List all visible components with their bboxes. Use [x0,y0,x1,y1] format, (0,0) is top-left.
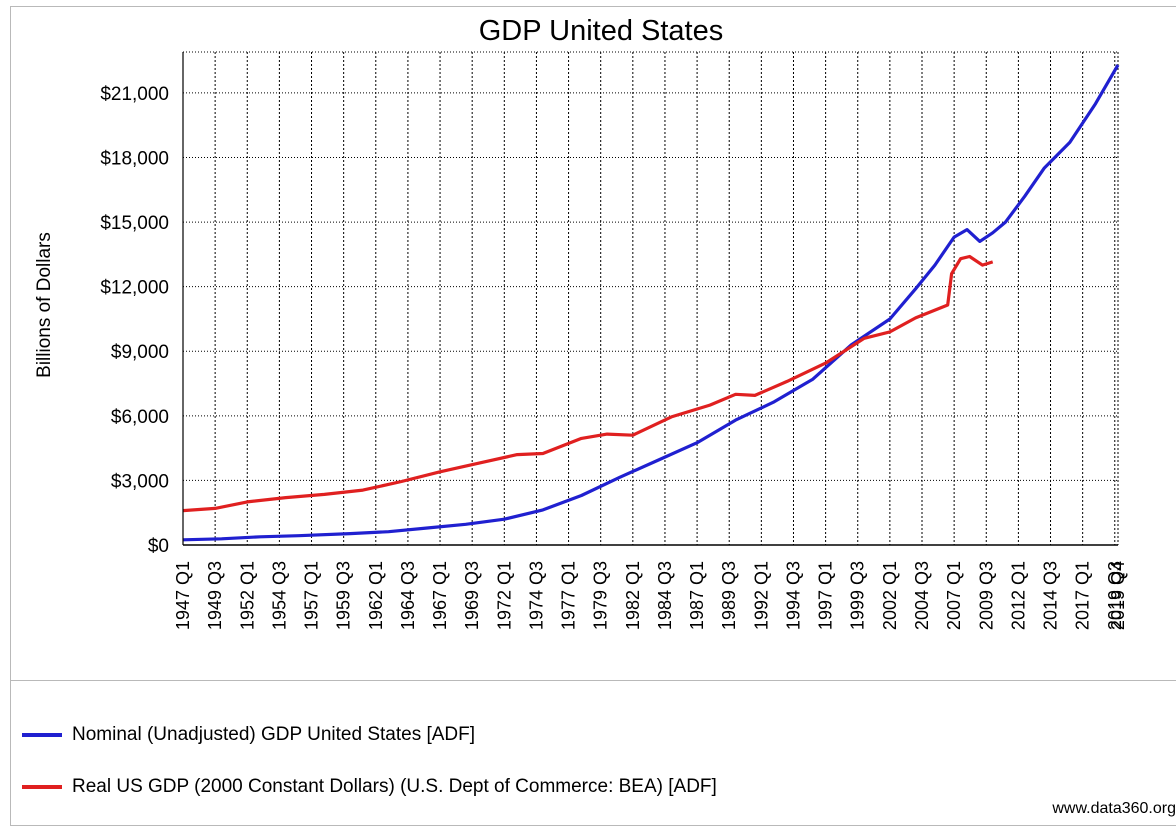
x-tick-label: 1949 Q3 [205,561,225,630]
series-line-real [182,254,994,513]
legend-label-nominal: Nominal (Unadjusted) GDP United States [… [72,724,476,745]
x-tick-label: 1979 Q3 [591,561,611,630]
x-tick-label: 1952 Q1 [237,561,257,630]
legend-divider [10,680,1176,681]
y-tick-label: $9,000 [111,342,169,363]
series-layer [182,64,1120,542]
gdp-chart: GDP United States Billions of Dollars $0… [34,15,1128,630]
x-tick-label: 1972 Q1 [494,561,514,630]
x-tick-label: 2009 Q3 [976,561,996,630]
x-tick-label: 1992 Q1 [751,561,771,630]
chart-axes [182,52,1118,546]
legend-label-real: Real US GDP (2000 Constant Dollars) (U.S… [72,776,717,797]
x-tick-label: 1989 Q3 [719,561,739,630]
x-tick-label: 1969 Q3 [462,561,482,630]
x-tick-label: 1964 Q3 [398,561,418,630]
x-tick-label: 2007 Q1 [944,561,964,630]
y-tick-label: $12,000 [100,278,169,299]
y-tick-label: $18,000 [100,148,169,169]
x-tick-label: 1947 Q1 [173,561,193,630]
y-tick-label: $0 [148,536,169,557]
y-tick-label: $15,000 [100,213,169,234]
x-tick-label: 1959 Q3 [334,561,354,630]
x-tick-label: 2019 Q4 [1108,561,1128,630]
x-tick-label: 1999 Q3 [848,561,868,630]
x-tick-label: 1954 Q3 [269,561,289,630]
y-tick-labels: $0 $3,000 $6,000 $9,000 $12,000 $15,000 $18,00… [100,84,169,557]
x-tick-label: 1962 Q1 [366,561,386,630]
x-tick-label: 1974 Q3 [526,561,546,630]
chart-frame [10,6,1176,826]
x-tick-label: 1967 Q1 [430,561,450,630]
x-tick-label: 1977 Q1 [559,561,579,630]
x-tick-label: 2002 Q1 [880,561,900,630]
legend-item-real: Real US GDP (2000 Constant Dollars) (U.S… [22,776,717,798]
x-tick-label: 2014 Q3 [1041,561,1061,630]
legend-item-nominal: Nominal (Unadjusted) GDP United States [… [22,724,475,746]
x-tick-label: 1997 Q1 [816,561,836,630]
x-tick-label: 2019 Q3 [1105,561,1125,630]
x-tick-label: 2017 Q1 [1073,561,1093,630]
x-tick-label: 2012 Q1 [1008,561,1028,630]
x-tick-label: 1957 Q1 [302,561,322,630]
y-tick-label: $6,000 [111,407,169,428]
chart-grid [182,51,1119,545]
y-tick-label: $3,000 [111,471,169,492]
x-tick-label: 2004 Q3 [912,561,932,630]
x-tick-label: 1982 Q1 [623,561,643,630]
legend-swatch-nominal [22,733,62,737]
x-tick-label: 1994 Q3 [783,561,803,630]
x-tick-label: 1987 Q1 [687,561,707,630]
chart-title: GDP United States [479,15,723,47]
legend-swatch-real [22,785,62,789]
y-tick-label: $21,000 [100,84,169,105]
x-tick-label: 1984 Q3 [655,561,675,630]
source-credit: www.data360.org [1052,800,1176,817]
y-axis-label: Billions of Dollars [34,232,55,378]
x-tick-labels: 1947 Q1 1949 Q3 1952 Q1 1954 Q3 1957 Q1 1959 … [173,561,1128,630]
series-line-nominal [182,64,1120,542]
